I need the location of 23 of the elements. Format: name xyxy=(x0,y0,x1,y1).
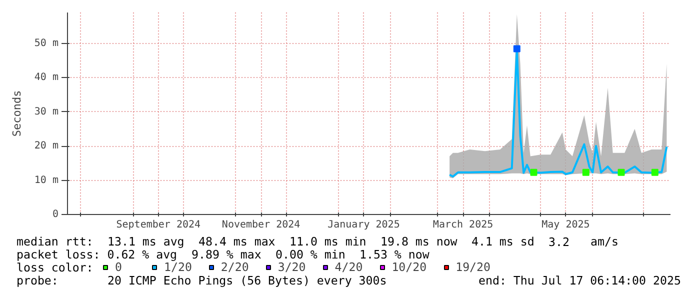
x-tick-label: January 2025 xyxy=(328,220,400,230)
y-tick-label: 10 m xyxy=(34,174,59,186)
y-tick-label: 20 m xyxy=(34,140,59,152)
y-tick-label: 0 xyxy=(52,209,59,220)
legend-label: 1/20 xyxy=(164,260,192,274)
x-tick-label: November 2024 xyxy=(222,220,300,230)
x-tick-label: September 2024 xyxy=(116,220,201,230)
legend-title: loss color: xyxy=(16,260,94,274)
y-tick-label: 40 m xyxy=(34,72,59,84)
text: packet loss: 0.62 % avg 9.89 % max 0.00 % min 1.53 % now xyxy=(16,248,430,262)
y-tick-label: 30 m xyxy=(34,106,59,118)
legend-label: 2/20 xyxy=(220,260,249,274)
y-tick-label: 50 m xyxy=(34,38,59,49)
legend-label: 10/20 xyxy=(392,260,427,274)
legend-label: 4/20 xyxy=(334,260,363,274)
text: median rtt: 13.1 ms avg 48.4 ms max 11.0 ms min 19.8 ms now 4.1 ms sd 3.2 am/s xyxy=(16,234,618,249)
x-tick-label: March 2025 xyxy=(432,220,494,230)
y-axis-title: Seconds xyxy=(10,90,24,137)
legend-label: 3/20 xyxy=(278,260,306,274)
text: probe: 20 ICMP Echo Pings (56 Bytes) every 300s end: Thu Jul 17 06:14:00 2025 xyxy=(16,274,681,288)
legend-label: 0 xyxy=(115,260,123,274)
legend-label: 19/20 xyxy=(456,260,490,274)
x-tick-label: May 2025 xyxy=(542,220,590,230)
